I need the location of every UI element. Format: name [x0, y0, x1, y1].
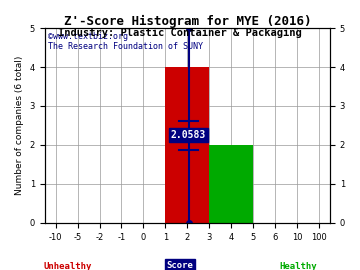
Y-axis label: Number of companies (6 total): Number of companies (6 total) [15, 56, 24, 195]
Text: ©www.textbiz.org
The Research Foundation of SUNY: ©www.textbiz.org The Research Foundation… [48, 32, 203, 51]
Text: Unhealthy: Unhealthy [43, 262, 91, 270]
Bar [165, 67, 209, 223]
Text: Score: Score [167, 261, 193, 270]
Text: Industry: Plastic Container & Packaging: Industry: Plastic Container & Packaging [58, 28, 302, 38]
Title: Z'-Score Histogram for MYE (2016): Z'-Score Histogram for MYE (2016) [63, 15, 311, 28]
Text: Healthy: Healthy [279, 262, 317, 270]
Text: 2.0583: 2.0583 [171, 130, 206, 140]
Bar [209, 145, 253, 223]
